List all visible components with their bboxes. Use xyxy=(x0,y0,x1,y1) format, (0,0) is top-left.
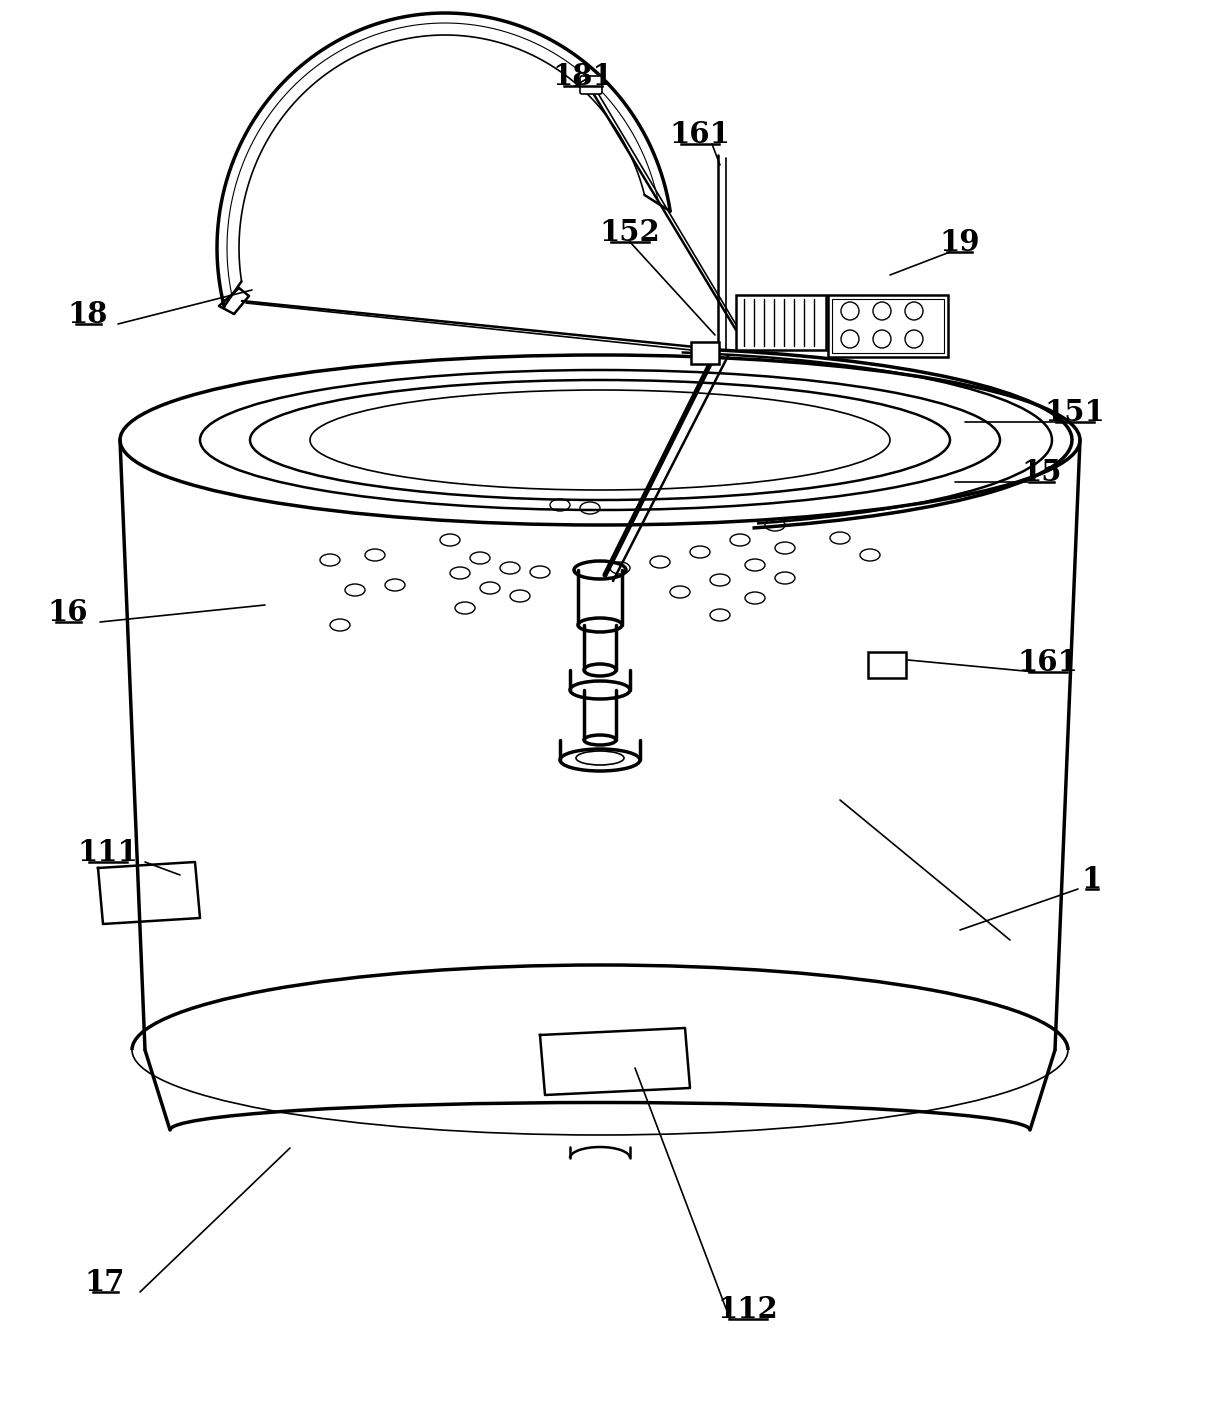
Bar xyxy=(869,651,906,678)
FancyBboxPatch shape xyxy=(580,76,602,95)
Bar xyxy=(832,300,943,353)
Text: 161: 161 xyxy=(669,120,731,148)
Text: 15: 15 xyxy=(1022,458,1062,487)
Text: 1: 1 xyxy=(1082,865,1102,894)
Text: 111: 111 xyxy=(77,838,139,868)
Text: 152: 152 xyxy=(599,218,661,247)
Text: 151: 151 xyxy=(1045,398,1105,427)
Text: 19: 19 xyxy=(940,227,981,257)
Text: 17: 17 xyxy=(85,1267,126,1297)
Text: 16: 16 xyxy=(47,598,88,627)
Text: 181: 181 xyxy=(552,62,614,90)
Bar xyxy=(827,295,948,357)
Bar xyxy=(736,295,826,350)
Text: 161: 161 xyxy=(1017,649,1079,677)
Text: 18: 18 xyxy=(68,300,109,329)
Bar xyxy=(691,342,719,365)
Text: 112: 112 xyxy=(718,1294,778,1324)
